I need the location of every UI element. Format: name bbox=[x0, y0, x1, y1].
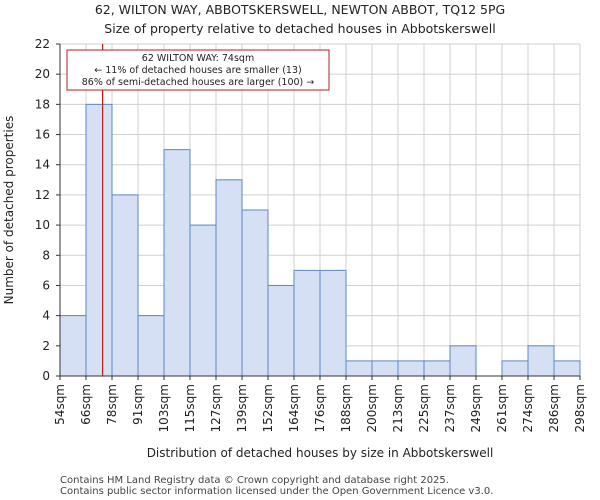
footer-line-2: Contains public sector information licen… bbox=[60, 486, 493, 497]
bar bbox=[553, 360, 581, 377]
bar bbox=[319, 269, 347, 377]
x-tick-label: 127sqm bbox=[209, 384, 223, 432]
y-tick-label: 12 bbox=[35, 188, 50, 202]
y-tick-label: 4 bbox=[42, 309, 50, 323]
y-tick-label: 8 bbox=[42, 248, 50, 262]
annotation-line: 86% of semi-detached houses are larger (… bbox=[82, 77, 315, 88]
bar bbox=[527, 345, 555, 377]
x-tick-label: 286sqm bbox=[547, 384, 561, 432]
x-tick-label: 188sqm bbox=[339, 384, 353, 432]
bar bbox=[267, 284, 295, 377]
y-tick-label: 20 bbox=[35, 67, 50, 81]
y-tick-label: 6 bbox=[42, 278, 50, 292]
x-tick-label: 200sqm bbox=[365, 384, 379, 432]
x-tick-label: 152sqm bbox=[261, 384, 275, 432]
annotation-line: ← 11% of detached houses are smaller (13… bbox=[94, 65, 301, 76]
x-tick-label: 78sqm bbox=[105, 384, 119, 425]
x-tick-label: 261sqm bbox=[495, 384, 509, 432]
bar bbox=[449, 345, 477, 377]
bar bbox=[163, 149, 191, 377]
x-tick-label: 274sqm bbox=[521, 384, 535, 432]
y-axis-label: Number of detached properties bbox=[2, 116, 16, 305]
y-tick-label: 10 bbox=[35, 218, 50, 232]
x-tick-label: 298sqm bbox=[573, 384, 587, 432]
y-tick-label: 2 bbox=[42, 339, 50, 353]
y-tick-label: 22 bbox=[35, 37, 50, 51]
bar bbox=[423, 360, 451, 377]
x-tick-label: 225sqm bbox=[417, 384, 431, 432]
x-tick-label: 176sqm bbox=[313, 384, 327, 432]
plot-area: 0 2 4 6 8 10 12 14 16 18 20 22 54sqm 66sqm 78sqm 91sqm 1… bbox=[35, 37, 587, 432]
x-tick-label: 66sqm bbox=[79, 384, 93, 425]
bar bbox=[85, 103, 113, 377]
x-tick-label: 139sqm bbox=[235, 384, 249, 432]
x-tick-label: 115sqm bbox=[183, 384, 197, 432]
y-tick-label: 14 bbox=[35, 158, 50, 172]
y-tick-label: 16 bbox=[35, 128, 50, 142]
bar bbox=[189, 224, 217, 377]
x-tick-label: 103sqm bbox=[157, 384, 171, 432]
bar bbox=[215, 179, 243, 377]
x-tick-label: 237sqm bbox=[443, 384, 457, 432]
bar bbox=[137, 315, 165, 377]
annotation-box bbox=[66, 49, 330, 91]
bar bbox=[59, 315, 87, 377]
x-tick-label: 54sqm bbox=[53, 384, 67, 425]
bar bbox=[241, 209, 269, 377]
bar bbox=[293, 269, 321, 377]
annotation-line: 62 WILTON WAY: 74sqm bbox=[142, 53, 254, 64]
x-tick-label: 164sqm bbox=[287, 384, 301, 432]
x-tick-label: 213sqm bbox=[391, 384, 405, 432]
bar bbox=[397, 360, 425, 377]
y-tick-label: 18 bbox=[35, 97, 50, 111]
y-tick-label: 0 bbox=[42, 369, 50, 383]
bar bbox=[371, 360, 399, 377]
chart-subtitle: Size of property relative to detached ho… bbox=[104, 21, 495, 36]
bar bbox=[501, 360, 529, 377]
bar bbox=[111, 194, 139, 377]
footer-line-1: Contains HM Land Registry data © Crown c… bbox=[60, 475, 449, 486]
x-axis-label: Distribution of detached houses by size … bbox=[147, 446, 494, 460]
chart-title: 62, WILTON WAY, ABBOTSKERSWELL, NEWTON A… bbox=[95, 2, 505, 17]
x-tick-label: 91sqm bbox=[131, 384, 145, 425]
x-tick-label: 249sqm bbox=[469, 384, 483, 432]
bar bbox=[345, 360, 373, 377]
